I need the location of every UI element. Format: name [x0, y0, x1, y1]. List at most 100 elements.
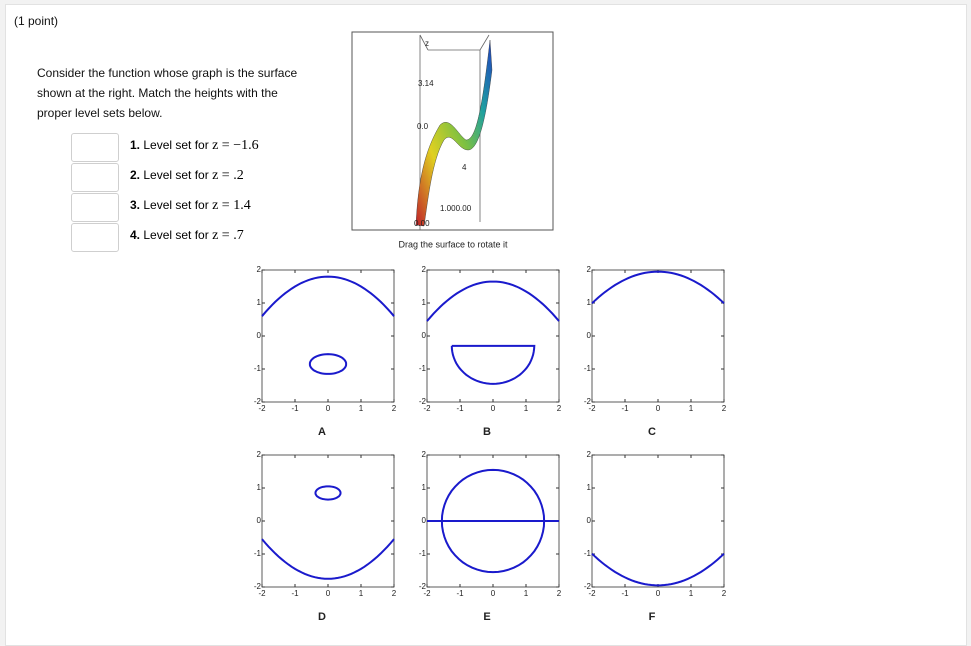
item-math: z = .7 [212, 228, 244, 243]
x-tick-label: 2 [557, 589, 562, 598]
y-tick-label: 0 [587, 516, 592, 525]
x-tick-label: -2 [258, 589, 266, 598]
plot-label: E [483, 611, 490, 623]
y-tick-label: -1 [584, 549, 592, 558]
plot-label: F [649, 611, 656, 623]
prompt-line: proper level sets below. [37, 106, 163, 120]
level-curve [261, 538, 395, 580]
item-number: 3. [130, 198, 141, 212]
surface-axis-label: z [425, 39, 429, 48]
x-tick-label: 1 [524, 404, 529, 413]
item-text: Level set for [143, 198, 209, 212]
y-tick-label: 2 [422, 450, 427, 459]
answer-input[interactable] [71, 193, 119, 222]
y-tick-label: -2 [584, 582, 592, 591]
y-tick-label: 0 [587, 331, 592, 340]
item-text: Level set for [143, 228, 209, 242]
x-tick-label: 1 [689, 589, 694, 598]
y-tick-label: 0 [422, 331, 427, 340]
y-tick-label: 2 [587, 450, 592, 459]
answer-input[interactable] [71, 223, 119, 252]
points: (1 point) [14, 14, 59, 28]
y-tick-label: -2 [419, 397, 427, 406]
y-tick-label: 1 [422, 483, 427, 492]
plot-frame [591, 454, 725, 588]
x-tick-label: -2 [588, 589, 596, 598]
y-tick-label: 2 [257, 450, 262, 459]
y-tick-label: 0 [257, 331, 262, 340]
plot-frame [261, 454, 395, 588]
surface-axis-label: 3.14 [418, 79, 434, 88]
x-tick-label: 0 [656, 404, 661, 413]
plot-label: D [318, 611, 326, 623]
x-tick-label: 2 [557, 404, 562, 413]
x-tick-label: 0 [326, 589, 331, 598]
level-curve [591, 552, 725, 587]
y-tick-label: 1 [257, 483, 262, 492]
item-number: 1. [130, 138, 141, 152]
plot-frame [261, 269, 395, 403]
item-math: z = −1.6 [212, 138, 259, 153]
x-tick-label: 1 [359, 589, 364, 598]
level-curve [591, 270, 725, 305]
y-tick-label: 0 [257, 516, 262, 525]
x-tick-label: 2 [392, 404, 397, 413]
plot-label: A [318, 426, 326, 438]
item: 4. Level set for z = .7 [130, 228, 244, 244]
y-tick-label: 2 [587, 265, 592, 274]
plot-frame [426, 269, 560, 403]
y-tick-label: -2 [254, 582, 262, 591]
x-tick-label: 1 [689, 404, 694, 413]
item-number: 2. [130, 168, 141, 182]
item-text: Level set for [143, 168, 209, 182]
x-tick-label: -2 [588, 404, 596, 413]
surface-axis-label: 0.0 [417, 122, 429, 131]
x-tick-label: -1 [621, 404, 629, 413]
y-tick-label: 1 [587, 483, 592, 492]
level-curve [450, 344, 536, 385]
y-tick-label: -2 [584, 397, 592, 406]
x-tick-label: 1 [359, 404, 364, 413]
level-curve [308, 353, 348, 375]
answer-input[interactable] [71, 163, 119, 192]
x-tick-label: 2 [722, 404, 727, 413]
y-tick-label: 0 [422, 516, 427, 525]
y-tick-label: -2 [254, 397, 262, 406]
x-tick-label: -1 [456, 404, 464, 413]
y-tick-label: -2 [419, 582, 427, 591]
y-tick-label: 1 [587, 298, 592, 307]
y-tick-label: -1 [419, 364, 427, 373]
surface-axis-label: 4 [462, 163, 467, 172]
surface-caption: Drag the surface to rotate it [398, 239, 508, 249]
y-tick-label: 1 [257, 298, 262, 307]
x-tick-label: 0 [491, 404, 496, 413]
item-math: z = 1.4 [212, 198, 251, 213]
item-number: 4. [130, 228, 141, 242]
x-tick-label: -1 [456, 589, 464, 598]
surface [415, 39, 493, 227]
item: 2. Level set for z = .2 [130, 168, 244, 184]
answer-input[interactable] [71, 133, 119, 162]
y-tick-label: -1 [254, 549, 262, 558]
x-tick-label: -2 [423, 589, 431, 598]
y-tick-label: 2 [422, 265, 427, 274]
y-tick-label: -1 [584, 364, 592, 373]
plot-frame [591, 269, 725, 403]
item-text: Level set for [143, 138, 209, 152]
surface-axis-label: 0.00 [414, 219, 430, 228]
level-curve [314, 485, 342, 501]
prompt-line: shown at the right. Match the heights wi… [37, 86, 278, 100]
x-tick-label: 2 [722, 589, 727, 598]
item-math: z = .2 [212, 168, 244, 183]
y-tick-label: 1 [422, 298, 427, 307]
plot-label: B [483, 426, 491, 438]
x-tick-label: 2 [392, 589, 397, 598]
surface-box [419, 34, 490, 230]
x-tick-label: 1 [524, 589, 529, 598]
level-curve [261, 275, 395, 317]
x-tick-label: -2 [423, 404, 431, 413]
x-tick-label: -1 [291, 589, 299, 598]
item: 3. Level set for z = 1.4 [130, 198, 251, 214]
